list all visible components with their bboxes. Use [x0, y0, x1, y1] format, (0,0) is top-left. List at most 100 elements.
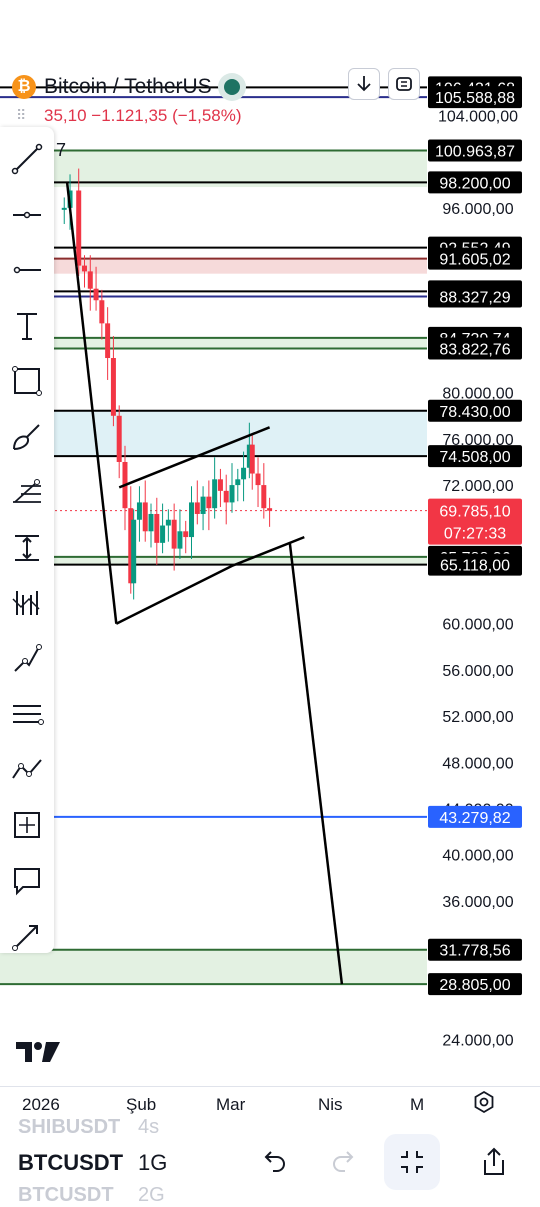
- horizontal-line-icon: [13, 266, 41, 274]
- tool-horizontal-line[interactable]: [6, 249, 48, 291]
- price-line-tag-bg: [428, 247, 522, 270]
- current-price-tag: 69.785,10: [439, 504, 510, 521]
- candle-body: [206, 496, 212, 509]
- tool-trend-line[interactable]: [6, 138, 48, 180]
- tradingview-logo-icon[interactable]: [16, 1040, 62, 1069]
- price-change: 35,10 −1.121,35 (−1,58%): [44, 106, 242, 125]
- candle-body: [61, 207, 67, 210]
- symbol-prev[interactable]: SHIBUSDT: [18, 1116, 121, 1138]
- price-axis-label: 40.000,00: [442, 848, 513, 865]
- trend-line: [65, 182, 118, 624]
- tool-parallel-channel[interactable]: [6, 693, 48, 735]
- current-price-tag-bg: [428, 498, 522, 545]
- tool-arrow[interactable]: [6, 915, 48, 957]
- candle-body: [183, 531, 189, 538]
- price-line-tag-bg: [428, 553, 522, 576]
- tool-brush[interactable]: [6, 416, 48, 458]
- tool-long-short[interactable]: [6, 582, 48, 624]
- trend-lines-layer: [65, 182, 344, 985]
- candle-body: [212, 479, 218, 509]
- symbol-next[interactable]: BTCUSDT: [18, 1184, 114, 1206]
- candle-body: [189, 502, 195, 538]
- tool-rectangle[interactable]: [6, 360, 48, 402]
- price-line-tag: 28.805,00: [439, 977, 510, 994]
- candle-body: [235, 479, 241, 486]
- undo-icon: [264, 1151, 285, 1172]
- tool-measure[interactable]: [6, 527, 48, 569]
- price-line-tag: 98.200,00: [439, 175, 510, 192]
- price-line-tag-bg: [428, 973, 522, 996]
- candle-body: [165, 519, 171, 526]
- interval-prev[interactable]: 4s: [138, 1116, 160, 1138]
- rectangle-icon: [12, 366, 42, 396]
- candle-body: [136, 502, 142, 520]
- chart-pattern-icon: [12, 758, 42, 779]
- candle-body: [99, 300, 105, 324]
- price-line-tag: 83.822,76: [439, 342, 510, 359]
- measure-icon: [15, 534, 39, 561]
- price-chart[interactable]: 104.000,00 96.000,00 80.000,00 76.000,00 72.…: [0, 0, 540, 1086]
- trend-line: [288, 542, 344, 985]
- price-axis[interactable]: 104.000,00 96.000,00 80.000,00 76.000,00 72.…: [438, 108, 518, 1049]
- price-axis-label: 60.000,00: [442, 617, 513, 634]
- text-icon: [17, 312, 37, 340]
- tool-projection[interactable]: [6, 804, 48, 846]
- download-button[interactable]: [348, 68, 380, 100]
- redo-button[interactable]: [316, 1134, 372, 1190]
- symbol-header[interactable]: ₿ Bitcoin / TetherUS: [12, 70, 240, 104]
- zones-layer: [0, 150, 427, 985]
- price-axis-label: 80.000,00: [442, 386, 513, 403]
- candle-body: [200, 496, 206, 514]
- price-line-tag: 88.327,29: [439, 289, 510, 306]
- price-tags-layer: 106.431,68105.588,88100.963,8798.200,009…: [428, 76, 522, 996]
- time-label: Mar: [216, 1095, 246, 1114]
- redo-icon: [333, 1151, 354, 1172]
- tool-chart-pattern[interactable]: [6, 749, 48, 791]
- tool-text[interactable]: [6, 305, 48, 347]
- share-icon: [484, 1147, 504, 1175]
- candle-body: [142, 502, 148, 532]
- time-axis[interactable]: 2026 Şub Mar Nis M: [0, 1086, 540, 1121]
- candle-body: [81, 265, 87, 272]
- candle-body: [229, 485, 235, 503]
- fullscreen-button[interactable]: [384, 1134, 440, 1190]
- share-button[interactable]: [466, 1134, 522, 1190]
- price-line-tag: 100.963,87: [435, 144, 515, 161]
- parallel-channel-icon: [13, 705, 44, 725]
- brush-icon: [13, 423, 40, 450]
- time-label: Nis: [318, 1095, 343, 1114]
- price-zone: [0, 949, 427, 985]
- price-line-tag: 43.279,82: [439, 810, 510, 827]
- price-zone: [0, 337, 427, 349]
- time-label: M: [410, 1095, 425, 1114]
- candles-layer: [61, 168, 273, 600]
- tool-fib-retracement[interactable]: [6, 471, 48, 513]
- arrow-icon: [12, 925, 38, 951]
- undo-button[interactable]: [246, 1134, 302, 1190]
- tool-callout[interactable]: [6, 860, 48, 902]
- settings-icon[interactable]: [472, 1090, 496, 1114]
- drag-handle-icon[interactable]: ⠿: [16, 107, 27, 123]
- price-line-tag: 74.508,00: [439, 449, 510, 466]
- symbol-selector[interactable]: BTCUSDT: [18, 1150, 124, 1175]
- arrow-down-icon: [357, 76, 371, 92]
- candle-body: [128, 508, 134, 584]
- bar-countdown-tag: 07:27:33: [444, 526, 506, 543]
- candle-body: [255, 473, 261, 486]
- candle-body: [223, 490, 229, 503]
- candle-body: [194, 502, 200, 514]
- price-line-tag: 91.605,02: [439, 252, 510, 269]
- tool-path[interactable]: [6, 638, 48, 680]
- tool-horizontal-ray[interactable]: [6, 194, 48, 236]
- price-line-tag-bg: [428, 805, 522, 828]
- time-label: 2026: [22, 1095, 60, 1114]
- tool-number: 7: [56, 140, 67, 160]
- price-line-tag: 105.588,88: [435, 90, 515, 107]
- interval-selector[interactable]: 1G: [138, 1150, 168, 1175]
- callout-icon: [14, 867, 40, 895]
- fib-retracement-icon: [13, 479, 41, 503]
- trend-line: [118, 426, 271, 489]
- interval-next[interactable]: 2G: [138, 1184, 165, 1206]
- object-tree-button[interactable]: [388, 68, 420, 100]
- symbol-title[interactable]: Bitcoin / TetherUS: [44, 75, 212, 98]
